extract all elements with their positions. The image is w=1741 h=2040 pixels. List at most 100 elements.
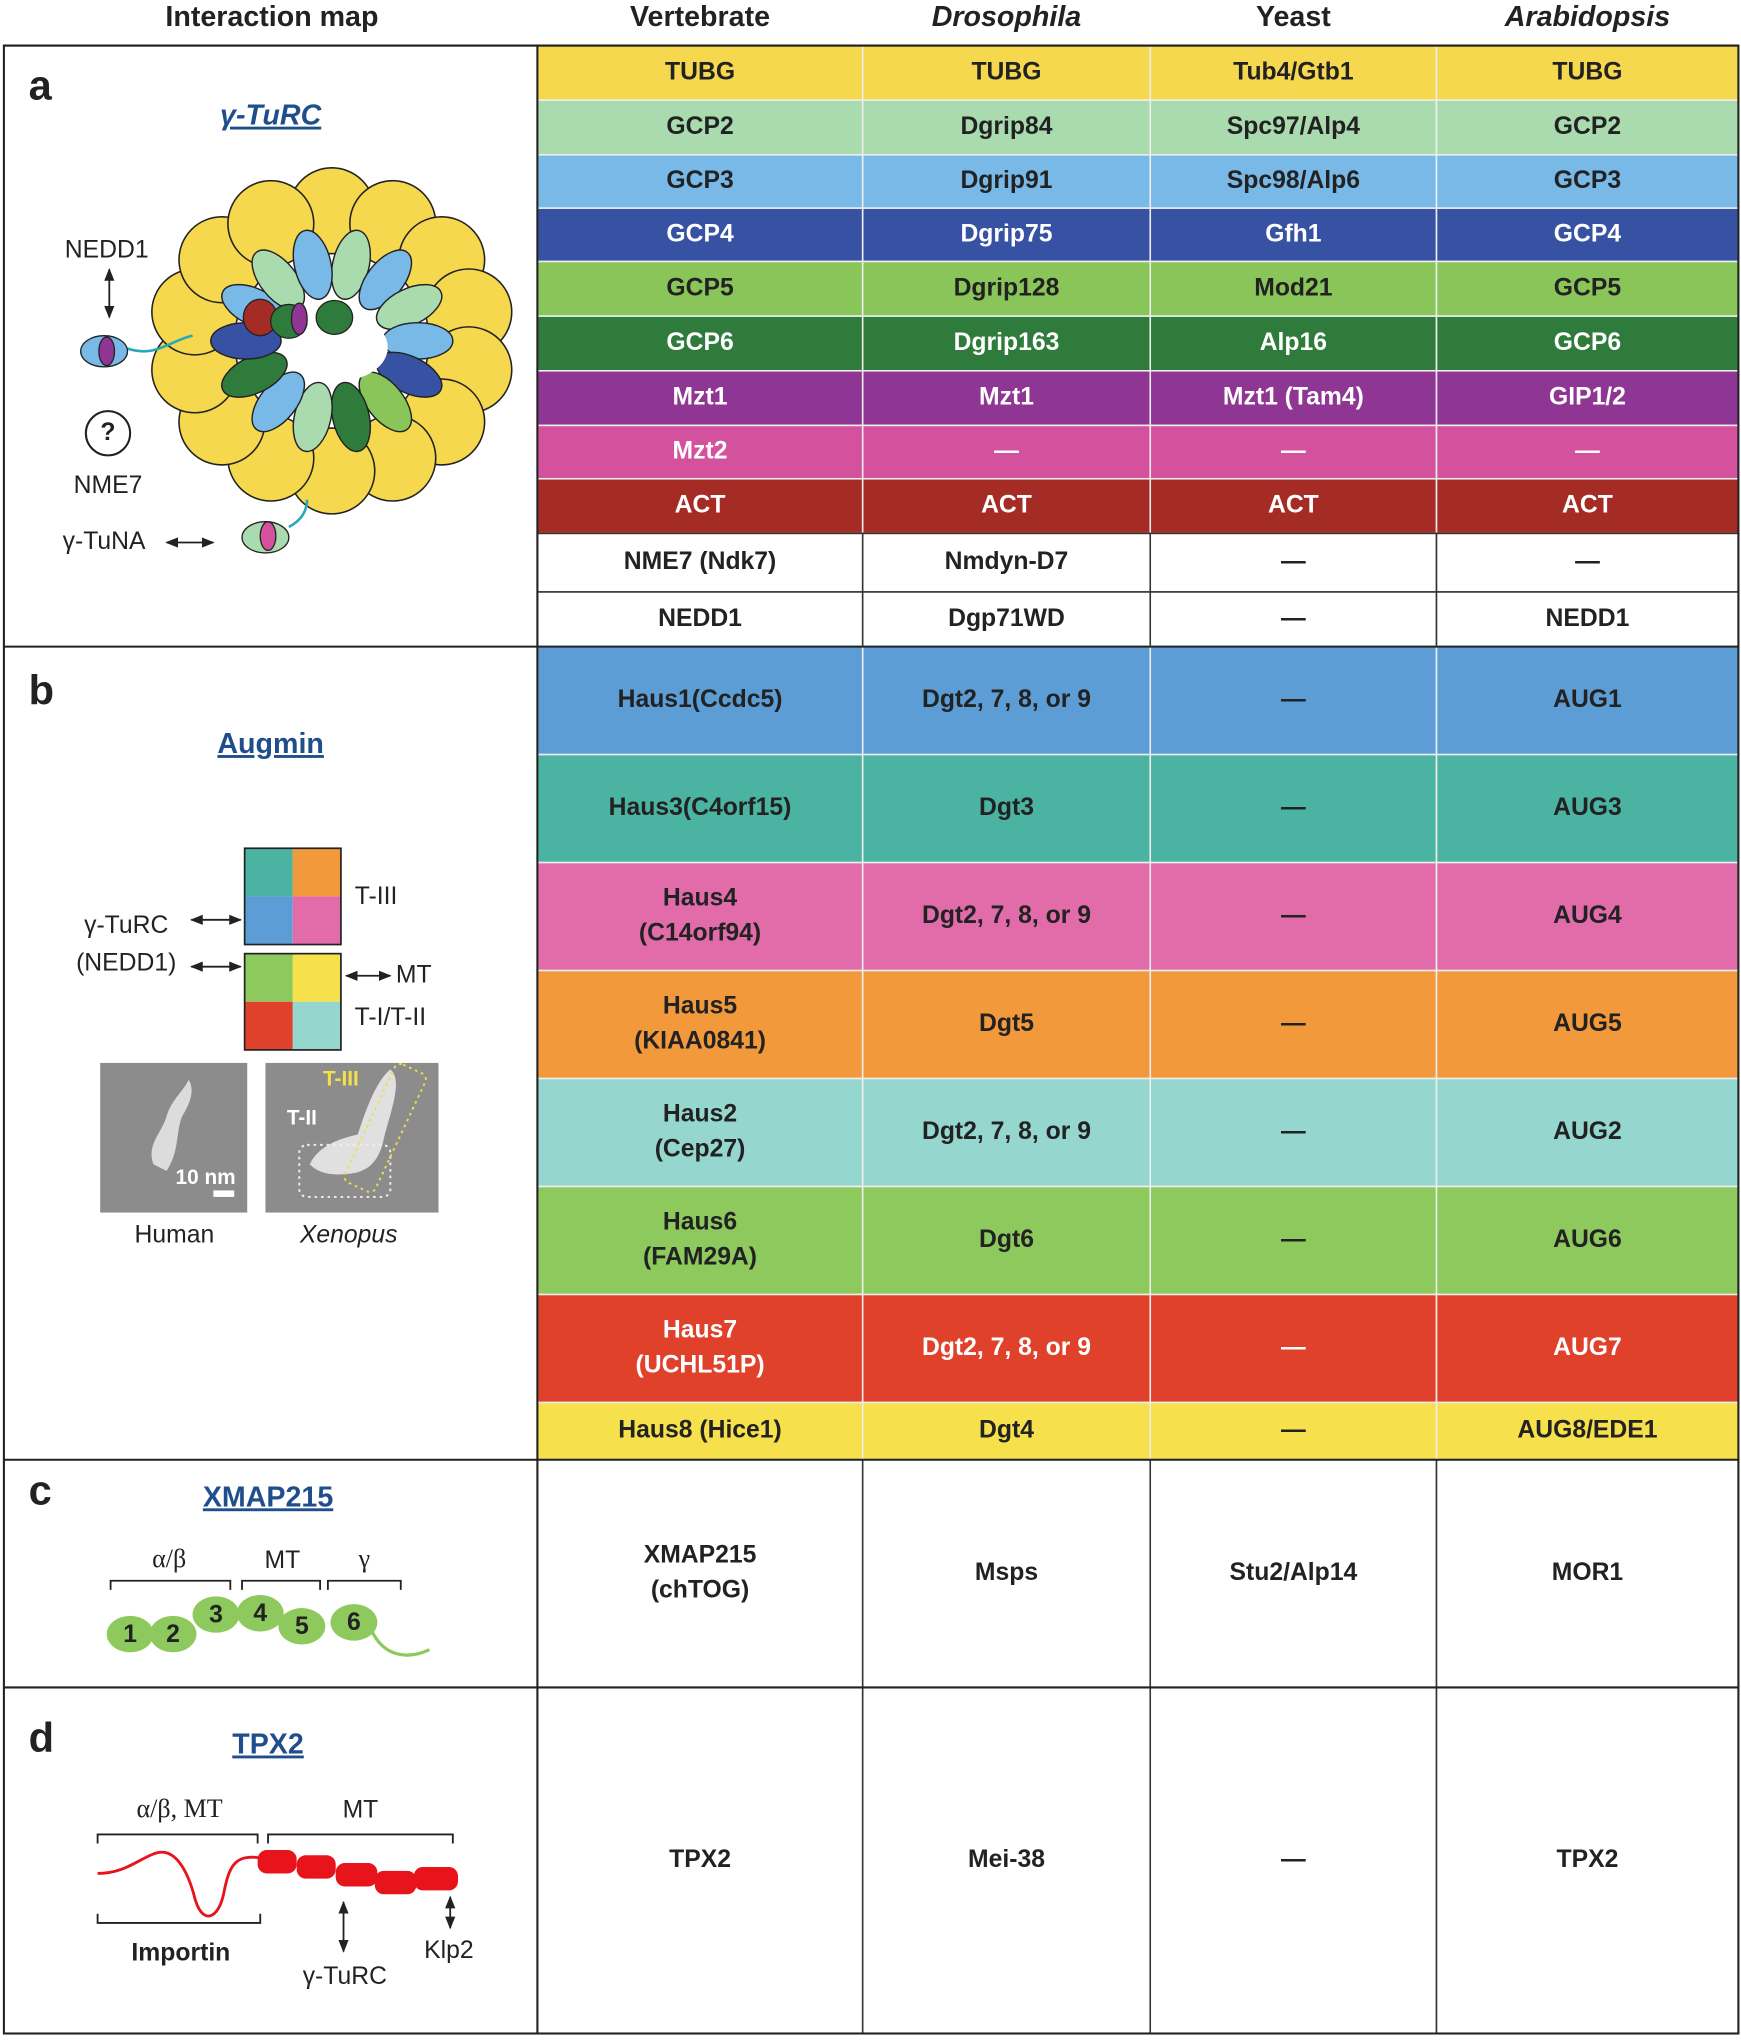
cell	[861, 44, 1152, 101]
cell	[861, 1293, 1152, 1404]
cell	[861, 315, 1152, 372]
cell	[536, 315, 864, 372]
diagram-label: NME7	[74, 472, 143, 499]
em-particle	[309, 1069, 396, 1175]
cell-text: GCP3	[666, 167, 733, 194]
augmin-subunit	[244, 1001, 293, 1050]
cell-text: NEDD1	[1546, 605, 1630, 632]
tpx2-domain	[257, 1850, 297, 1874]
cell	[1149, 1077, 1438, 1188]
cell	[1149, 1458, 1438, 1689]
cell-text: Stu2/Alp14	[1230, 1559, 1358, 1586]
cell	[861, 1077, 1152, 1188]
cell	[861, 1401, 1152, 1461]
cell-text: Haus6	[663, 1208, 737, 1235]
cell-text: Haus1(Ccdc5)	[618, 686, 783, 713]
gcp-subunit	[315, 299, 354, 336]
diagram-label: Importin	[131, 1940, 230, 1967]
column-header: Arabidopsis	[1504, 1, 1670, 33]
domain-number: 2	[166, 1621, 180, 1648]
cell-text: —	[1281, 605, 1306, 632]
cell-text: GCP4	[1554, 220, 1622, 247]
domain-number: 6	[347, 1609, 361, 1636]
cell	[1149, 753, 1438, 864]
cell-text: GCP5	[1554, 274, 1622, 301]
tog-domain	[106, 1615, 154, 1653]
bracket	[326, 1579, 402, 1590]
column-header: Yeast	[1256, 1, 1331, 33]
cell-text: Msps	[975, 1559, 1038, 1586]
cell	[861, 1686, 1152, 2035]
cell-text: GCP4	[666, 220, 734, 247]
diagram-label: Klp2	[424, 1937, 473, 1964]
column-header: Drosophila	[932, 1, 1082, 33]
cell-text: (chTOG)	[651, 1577, 749, 1604]
cell-text: AUG7	[1553, 1334, 1622, 1361]
ring-center	[288, 313, 388, 382]
tuna-complex-mzt	[259, 521, 277, 551]
cell	[536, 1401, 864, 1461]
tog-domain	[236, 1595, 284, 1632]
cell-text: AUG5	[1553, 1010, 1622, 1037]
cell-text: TUBG	[1552, 58, 1622, 85]
cell-text: GCP2	[666, 113, 733, 140]
cell-text: AUG2	[1553, 1118, 1622, 1145]
bracket	[96, 1833, 259, 1844]
cell-text: ACT	[981, 492, 1032, 519]
section-label: d	[29, 1714, 54, 1761]
cell	[1149, 370, 1438, 427]
cell-text: (KIAA0841)	[634, 1028, 766, 1055]
cell	[1435, 207, 1740, 263]
cell-text: Dgrip128	[954, 274, 1060, 301]
cell-text: (FAM29A)	[643, 1244, 757, 1271]
cell-text: Haus2	[663, 1101, 737, 1128]
tog-domain	[192, 1596, 240, 1633]
section-title: γ-TuRC	[220, 100, 322, 132]
diagram-label: α/β	[152, 1544, 186, 1573]
cell-text: (Cep27)	[655, 1136, 746, 1163]
domain-number: 3	[209, 1601, 223, 1628]
cell	[1435, 370, 1740, 427]
diagram-label: MT	[396, 961, 432, 988]
cell-text: Alp16	[1260, 329, 1327, 356]
augmin-subunit	[244, 848, 293, 897]
cell-text: Dgt4	[979, 1417, 1034, 1444]
section-title: Augmin	[217, 728, 323, 760]
cell-text: Dgt2, 7, 8, or 9	[922, 1118, 1091, 1145]
bracket	[109, 1579, 232, 1590]
cell-text: GCP3	[1554, 167, 1621, 194]
c-terminus	[369, 1628, 431, 1657]
section-title: TPX2	[232, 1729, 304, 1761]
cell-text: —	[1281, 438, 1306, 465]
tog-domain	[330, 1604, 378, 1641]
augmin-subunit	[292, 848, 341, 897]
section-title: XMAP215	[203, 1481, 333, 1513]
bracket	[267, 1833, 454, 1844]
cell-text: —	[1281, 1417, 1306, 1444]
cell-text: Dgp71WD	[948, 605, 1065, 632]
cell-text: ACT	[675, 492, 726, 519]
gcp-subunit	[330, 381, 372, 453]
cell	[536, 1185, 864, 1296]
cell-text: NEDD1	[658, 605, 742, 632]
cell-text: —	[1281, 548, 1306, 575]
diagram-label: MT	[265, 1547, 301, 1574]
gcp-subunit	[292, 229, 333, 300]
cell-text: GCP5	[666, 274, 734, 301]
cell-text: —	[1281, 686, 1306, 713]
diagram-label: γ-TuRC	[84, 912, 168, 939]
cell-text: GIP1/2	[1549, 384, 1626, 411]
cell-text: —	[1281, 1846, 1306, 1873]
cell-text: Nmdyn-D7	[945, 548, 1069, 575]
cell	[1149, 591, 1438, 648]
cell-text: Spc97/Alp4	[1227, 113, 1361, 140]
nedd1-complex-mzt	[98, 336, 116, 367]
cell-text: GCP6	[666, 329, 733, 356]
cell-text: MOR1	[1552, 1559, 1624, 1586]
augmin-subunit	[292, 896, 341, 945]
augmin-subunit	[244, 896, 293, 945]
cell	[861, 207, 1152, 263]
tpx2-domain	[335, 1863, 378, 1887]
cell-text: Haus5	[663, 993, 737, 1020]
domain-number: 5	[295, 1613, 309, 1640]
